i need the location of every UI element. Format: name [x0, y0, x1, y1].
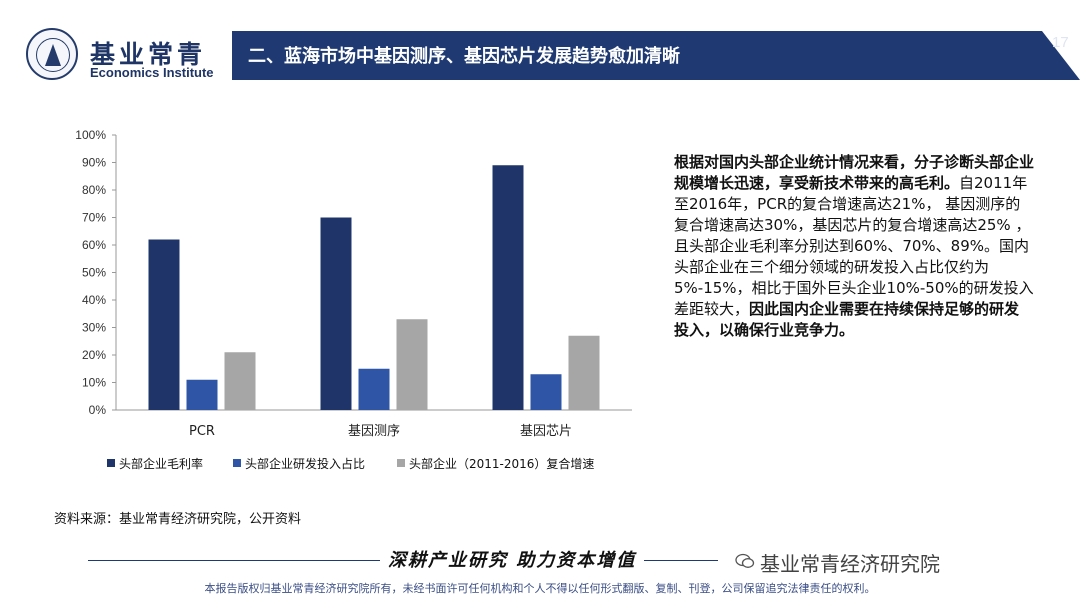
y-tick-label: 30%: [82, 321, 106, 335]
y-tick-label: 70%: [82, 211, 106, 225]
bar: [320, 217, 352, 410]
legend-swatch: [107, 459, 115, 467]
logo-english-name: Economics Institute: [90, 65, 214, 80]
analysis-paragraph: 根据对国内头部企业统计情况来看，分子诊断头部企业规模增长迅速，享受新技术带来的高…: [674, 152, 1034, 341]
copyright-notice: 本报告版权归基业常青经济研究院所有，未经书面许可任何机构和个人不得以任何形式翻版…: [204, 582, 876, 595]
title-bar: [232, 31, 1080, 80]
logo-chinese-name: 基业常青: [90, 40, 207, 69]
bar: [530, 374, 562, 410]
page-title: 二、蓝海市场中基因测序、基因芯片发展趋势愈加清晰: [248, 46, 680, 67]
institute-seal-logo-icon: [26, 28, 78, 80]
analysis-bold-conclusion: 因此国内企业需要在持续保持足够的研发投入，以确保行业竞争力。: [674, 300, 1020, 339]
y-tick-label: 0%: [89, 403, 107, 417]
y-tick-label: 10%: [82, 376, 106, 390]
bar: [492, 165, 524, 410]
x-category-label: 基因芯片: [520, 424, 572, 439]
y-tick-label: 40%: [82, 293, 106, 307]
y-tick-label: 50%: [82, 266, 106, 280]
wechat-watermark: 基业常青经济研究院: [760, 552, 940, 576]
x-category-label: PCR: [189, 424, 215, 439]
legend-swatch: [397, 459, 405, 467]
bar: [358, 368, 390, 410]
bar: [148, 239, 180, 410]
legend-swatch: [233, 459, 241, 467]
y-tick-label: 20%: [82, 348, 106, 362]
bar-chart: 0% 10% 20% 30% 40% 50% 60% 70% 80% 90% 100% PCR 基因测序…: [75, 128, 632, 439]
legend-label: 头部企业毛利率: [119, 457, 204, 471]
y-tick-label: 60%: [82, 238, 106, 252]
data-source: 资料来源：基业常青经济研究院，公开资料: [54, 512, 302, 527]
bar: [224, 352, 256, 410]
header: 基业常青 Economics Institute 二、蓝海市场中基因测序、基因芯…: [0, 0, 1080, 100]
footer-slogan: 深耕产业研究 助力资本增值: [380, 546, 645, 572]
legend-label: 头部企业（2011-2016）复合增速: [409, 457, 595, 471]
y-tick-label: 80%: [82, 183, 106, 197]
x-category-label: 基因测序: [348, 424, 400, 439]
bar: [396, 319, 428, 410]
y-tick-label: 90%: [82, 156, 106, 170]
y-tick-label: 100%: [75, 128, 106, 142]
bar: [186, 379, 218, 410]
legend-label: 头部企业研发投入占比: [245, 457, 366, 471]
wechat-icon: [735, 553, 755, 568]
bar: [568, 335, 600, 410]
page-number: 17: [1052, 34, 1069, 51]
analysis-detail: 自2011年至2016年，PCR的复合增速高达21%， 基因测序的复合增速高达3…: [674, 174, 1034, 318]
analysis-bold-intro: 根据对国内头部企业统计情况来看，分子诊断头部企业规模增长迅速，享受新技术带来的高…: [674, 153, 1035, 192]
